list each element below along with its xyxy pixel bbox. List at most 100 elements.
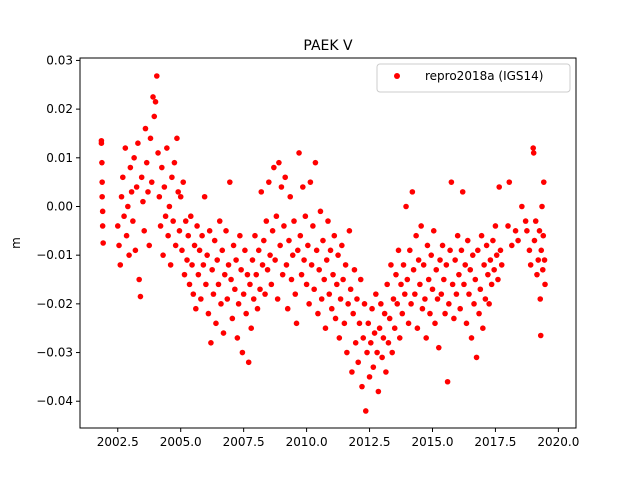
- data-point: [462, 262, 469, 268]
- data-point: [328, 305, 335, 312]
- data-point: [300, 184, 306, 190]
- data-point: [496, 184, 503, 190]
- x-tick-label: 2007.5: [223, 435, 265, 449]
- data-point: [375, 388, 382, 395]
- data-point: [389, 349, 396, 356]
- data-point: [271, 164, 277, 171]
- data-point: [288, 276, 295, 283]
- data-point: [145, 189, 151, 195]
- data-point: [349, 369, 355, 375]
- y-tick-label: 0.00: [46, 199, 73, 213]
- data-point: [99, 179, 105, 185]
- data-point: [394, 301, 401, 307]
- data-point: [475, 247, 481, 254]
- data-point: [532, 218, 539, 224]
- data-point: [334, 281, 340, 288]
- data-point: [418, 223, 424, 229]
- data-point: [99, 223, 106, 229]
- data-point: [127, 164, 134, 171]
- plot-frame: [79, 57, 577, 429]
- data-point: [175, 189, 181, 195]
- data-point: [366, 374, 373, 380]
- data-point: [344, 349, 350, 356]
- data-point: [208, 340, 214, 346]
- data-point: [530, 150, 537, 156]
- data-point: [172, 242, 179, 249]
- data-point: [459, 189, 466, 195]
- data-point: [320, 237, 326, 244]
- data-point: [524, 228, 530, 234]
- axes: [79, 57, 577, 429]
- data-point: [254, 305, 261, 312]
- data-point: [454, 232, 461, 239]
- data-point: [352, 340, 359, 346]
- data-point: [415, 257, 422, 263]
- data-point: [442, 310, 448, 317]
- data-point: [234, 335, 241, 341]
- data-point: [463, 320, 470, 327]
- data-point: [373, 291, 379, 297]
- data-point: [215, 281, 222, 288]
- data-point: [388, 262, 394, 268]
- data-point: [332, 315, 339, 322]
- data-point: [220, 330, 227, 336]
- data-point: [195, 271, 202, 278]
- data-point: [143, 159, 150, 166]
- data-point: [289, 252, 296, 258]
- data-point: [273, 213, 280, 220]
- data-point: [327, 247, 334, 254]
- data-point: [538, 247, 545, 254]
- data-point: [233, 257, 239, 263]
- data-point: [487, 257, 494, 263]
- data-point: [453, 291, 460, 297]
- data-point: [384, 281, 390, 288]
- legend-box: [376, 63, 571, 93]
- data-point: [279, 271, 286, 278]
- data-point: [284, 305, 291, 312]
- data-point: [302, 213, 309, 220]
- data-point: [196, 247, 203, 254]
- data-point: [253, 271, 260, 278]
- data-point: [182, 218, 189, 224]
- data-point: [446, 301, 452, 307]
- data-point: [263, 218, 270, 224]
- data-point: [485, 271, 491, 278]
- data-point: [383, 369, 389, 375]
- data-point: [293, 320, 300, 327]
- data-point: [427, 310, 433, 317]
- data-point: [530, 145, 536, 151]
- data-point: [424, 242, 431, 249]
- data-point: [540, 232, 547, 239]
- data-point: [209, 266, 215, 273]
- data-point: [522, 218, 529, 224]
- data-point: [315, 310, 321, 317]
- data-point: [317, 208, 324, 215]
- data-point: [174, 135, 180, 142]
- data-point: [310, 223, 316, 229]
- data-point: [351, 266, 358, 273]
- data-point: [219, 247, 226, 254]
- data-point: [99, 208, 106, 215]
- data-point: [161, 184, 168, 190]
- data-point: [169, 174, 175, 181]
- data-point: [301, 257, 307, 263]
- data-point: [396, 335, 403, 341]
- data-point: [194, 223, 200, 229]
- data-point: [283, 262, 290, 268]
- data-point: [297, 232, 304, 239]
- data-point: [199, 232, 205, 239]
- data-point: [313, 247, 320, 254]
- chart-title: PAEK V: [303, 38, 353, 54]
- data-point: [537, 332, 544, 339]
- data-point: [403, 203, 409, 210]
- data-point: [437, 257, 443, 263]
- data-point: [136, 276, 142, 283]
- data-point: [408, 301, 414, 307]
- data-point: [244, 271, 251, 278]
- data-point: [435, 344, 442, 351]
- data-point: [417, 281, 423, 288]
- data-point: [200, 262, 207, 268]
- data-point: [368, 340, 374, 346]
- data-point: [481, 262, 487, 268]
- data-point: [497, 247, 504, 254]
